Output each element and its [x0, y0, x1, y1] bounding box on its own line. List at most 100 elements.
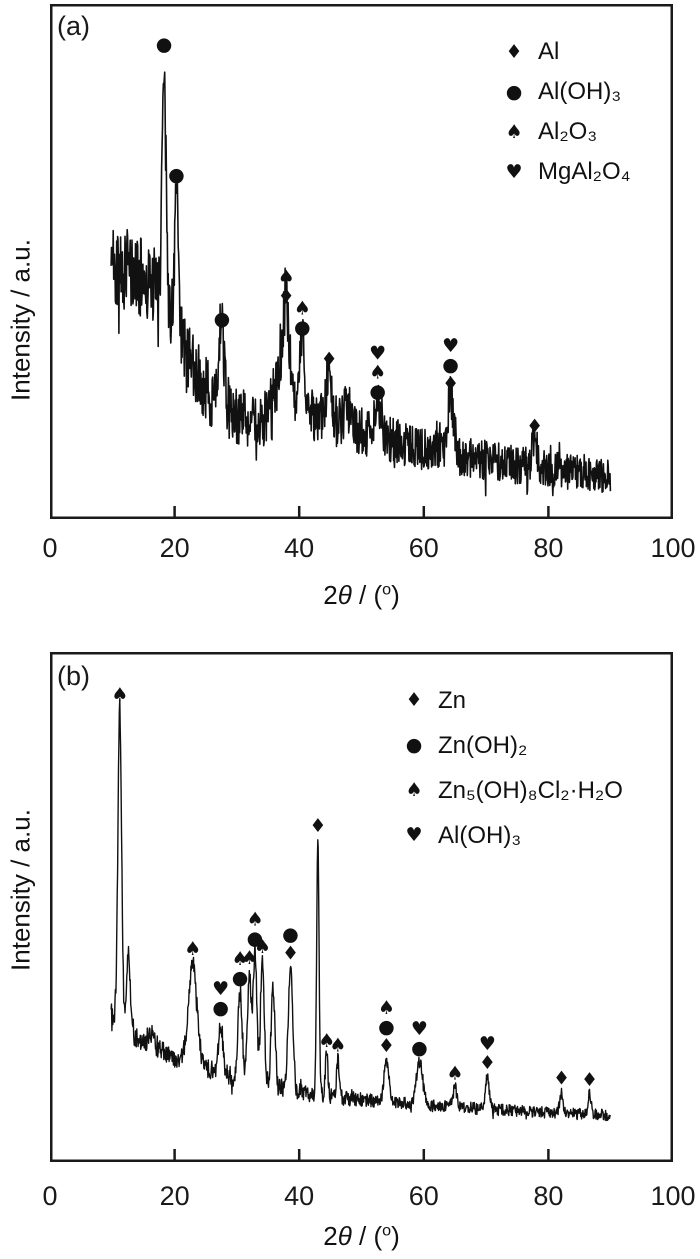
- legend-label: MgAl₂O₄: [538, 158, 631, 185]
- diamond-marker-icon: ♦: [309, 815, 326, 837]
- spade-marker-icon: ♠: [241, 947, 258, 969]
- circle-marker-icon: ●: [232, 967, 249, 989]
- legend-item: ♥ MgAl₂O₄: [500, 152, 630, 192]
- x-tick-label: 0: [42, 533, 58, 563]
- x-tick-label: 20: [159, 1181, 190, 1211]
- x-title-theta: θ: [337, 1221, 352, 1251]
- legend-item: ♦ Al: [500, 32, 630, 72]
- x-axis-title: 2θ / (o): [50, 580, 673, 611]
- xrd-trace: [110, 71, 612, 497]
- heart-marker-icon: ♥: [369, 343, 386, 365]
- xrd-panel-a: ● ● ● ♦ ♠ ● ♠ ♦ ● ♠ ♥ ♦ ● ♥ ♦ (a) Intensity / a.u. ♦ A…: [0, 4, 700, 611]
- spade-marker-icon: ♠: [294, 297, 311, 319]
- legend-item: ♥ Al(OH)₃: [400, 813, 623, 858]
- heart-marker-icon: ♥: [479, 1033, 496, 1055]
- circle-marker-icon: ●: [294, 316, 311, 338]
- xrd-panel-b: ♠ ♠ ● ♥ ● ♠ ♠ ● ♠ ♠ ♦ ● ♦ ♠ ♠ ♦ ● ♠ ● ♥ ♠ ♦ ♥ ♦ ♦ (b) Intensity …: [0, 648, 700, 1259]
- x-title-theta: θ: [337, 580, 352, 610]
- heart-marker-icon: ♥: [442, 335, 459, 357]
- spade-marker-icon: ♠: [369, 362, 386, 384]
- spade-icon: ♠: [405, 779, 423, 801]
- x-title-2: 2: [323, 1221, 338, 1251]
- spade-marker-icon: ♠: [231, 948, 248, 970]
- circle-marker-icon: ●: [369, 381, 386, 403]
- diamond-marker-icon: ♦: [278, 286, 295, 308]
- circle-marker-icon: ●: [411, 1037, 428, 1059]
- legend-label: Zn: [438, 686, 467, 714]
- heart-icon: ♥: [405, 824, 423, 846]
- panel-a-label: (a): [57, 11, 90, 41]
- x-tick-label: 100: [650, 1181, 696, 1211]
- x-axis-tick-labels: 0 20 40 60 80 100: [0, 533, 700, 567]
- legend-label: Al: [538, 38, 560, 65]
- x-axis-tick-labels: 0 20 40 60 80 100: [0, 1181, 700, 1215]
- xrd-plot-b: ♠♠●♥ ●♠♠●♠♠ ♦●♦♠♠ ♦●♠●♥♠ ♦♥♦ ♦: [50, 652, 673, 1162]
- x-tick-label: 40: [284, 1181, 315, 1211]
- legend-label: Zn₅(OH)₈Cl₂·H₂O: [438, 776, 623, 804]
- heart-marker-icon: ♥: [411, 1018, 428, 1040]
- diamond-icon: ♦: [505, 40, 523, 63]
- legend-item: ● Al(OH)₃: [500, 72, 630, 112]
- diamond-marker-icon: ♦: [581, 1069, 598, 1091]
- diamond-marker-icon: ♦: [442, 373, 459, 395]
- x-title-close: ): [391, 1221, 400, 1251]
- x-tick-label: 60: [408, 1181, 439, 1211]
- degree-symbol: o: [382, 1221, 392, 1240]
- heart-marker-icon: ♥: [212, 978, 229, 1000]
- diamond-icon: ♦: [405, 689, 423, 711]
- diamond-marker-icon: ♦: [321, 349, 338, 371]
- panel-b-label: (b): [57, 661, 90, 691]
- x-tick-label: 20: [159, 533, 190, 563]
- legend-item: ♠ Zn₅(OH)₈Cl₂·H₂O: [400, 768, 623, 813]
- circle-marker-icon: ●: [168, 164, 185, 186]
- legend: ♦ Zn ● Zn(OH)₂ ♠ Zn₅(OH)₈Cl₂·H₂O ♥ Al(OH…: [400, 678, 623, 858]
- spade-marker-icon: ♠: [254, 936, 271, 958]
- spade-marker-icon: ♠: [329, 1034, 346, 1056]
- legend-label: Al(OH)₃: [438, 821, 522, 849]
- xrd-plot-a: ●●●♦♠●♠♦●♠♥♦●♥♦: [50, 4, 673, 519]
- spade-marker-icon: ♠: [246, 908, 263, 930]
- legend-label: Zn(OH)₂: [438, 731, 528, 759]
- diamond-marker-icon: ♦: [526, 416, 543, 438]
- spade-marker-icon: ♠: [378, 997, 395, 1019]
- x-title-slash: / (: [351, 580, 383, 610]
- x-tick-label: 100: [650, 533, 696, 563]
- y-axis-title: Intensity / a.u.: [5, 809, 36, 971]
- spade-marker-icon: ♠: [318, 1030, 335, 1052]
- legend-item: ♦ Zn: [400, 678, 623, 723]
- heart-icon: ♥: [505, 160, 523, 183]
- x-tick-label: 80: [533, 1181, 564, 1211]
- plot-frame: [50, 652, 673, 1162]
- diamond-marker-icon: ♦: [282, 942, 299, 964]
- diamond-marker-icon: ♦: [378, 1035, 395, 1057]
- circle-marker-icon: ●: [247, 927, 264, 949]
- x-title-slash: / (: [351, 1221, 383, 1251]
- legend-label: Al(OH)₃: [538, 78, 622, 105]
- spade-marker-icon: ♠: [446, 1063, 463, 1085]
- circle-icon: ●: [505, 80, 523, 103]
- x-tick-label: 60: [408, 533, 439, 563]
- x-axis-title: 2θ / (o): [50, 1221, 673, 1252]
- legend-item: ● Zn(OH)₂: [400, 723, 623, 768]
- circle-icon: ●: [405, 734, 423, 756]
- x-title-2: 2: [323, 580, 338, 610]
- legend-item: ♠ Al₂O₃: [500, 112, 630, 152]
- circle-marker-icon: ●: [442, 354, 459, 376]
- circle-marker-icon: ●: [282, 923, 299, 945]
- spade-marker-icon: ♠: [278, 267, 295, 289]
- circle-marker-icon: ●: [378, 1016, 395, 1038]
- y-axis-title: Intensity / a.u.: [5, 239, 36, 401]
- spade-marker-icon: ♠: [184, 938, 201, 960]
- circle-marker-icon: ●: [212, 997, 229, 1019]
- spade-icon: ♠: [505, 120, 523, 143]
- xrd-trace: [110, 698, 612, 1122]
- x-tick-label: 0: [42, 1181, 58, 1211]
- spade-marker-icon: ♠: [111, 684, 128, 706]
- x-title-close: ): [391, 580, 400, 610]
- circle-marker-icon: ●: [214, 308, 231, 330]
- diamond-marker-icon: ♦: [479, 1052, 496, 1074]
- plot-frame: [50, 4, 673, 519]
- degree-symbol: o: [382, 580, 392, 599]
- circle-marker-icon: ●: [156, 34, 173, 56]
